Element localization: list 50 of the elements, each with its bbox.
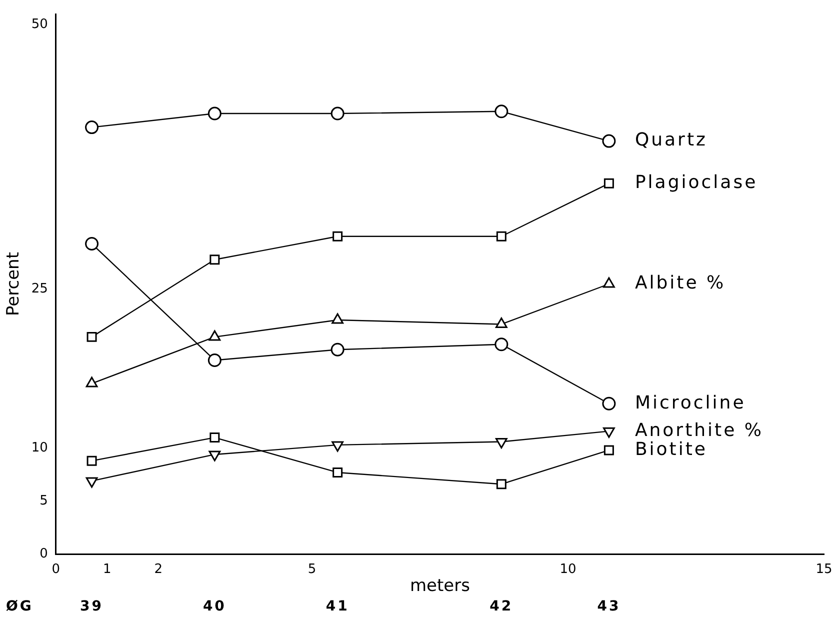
- x-tick-label: 2: [154, 562, 162, 578]
- text: ØG: [6, 598, 34, 615]
- y-tick-label: 50: [31, 16, 48, 32]
- point: [332, 231, 343, 242]
- point: [604, 445, 614, 456]
- series-label: Plagioclase: [634, 172, 758, 194]
- point: [495, 317, 508, 328]
- text: 40: [202, 598, 226, 615]
- series-label: Quartz: [634, 130, 708, 151]
- x-tick-label: 10: [560, 562, 576, 578]
- point: [496, 231, 506, 242]
- point: [208, 353, 222, 367]
- x-tick-label: 0: [52, 562, 60, 578]
- point: [602, 396, 616, 410]
- y-tick-label: 25: [31, 282, 48, 297]
- text: 39: [80, 598, 104, 615]
- point: [332, 467, 343, 478]
- point: [210, 432, 220, 443]
- point: [86, 376, 98, 388]
- series-label: Albite %: [634, 272, 726, 294]
- x-tick-label: 1: [103, 562, 112, 578]
- point: [602, 277, 615, 288]
- y-tick-label: 5: [40, 493, 48, 508]
- point: [496, 479, 506, 490]
- text: 42: [490, 598, 514, 615]
- point: [330, 342, 344, 356]
- x-axis-title: meters: [410, 576, 470, 596]
- point: [604, 178, 614, 188]
- x-tick-label: 15: [816, 562, 832, 578]
- y-tick-label: 10: [31, 440, 48, 456]
- point: [332, 313, 344, 324]
- text: 41: [326, 598, 350, 615]
- point: [86, 456, 97, 466]
- text: 43: [597, 598, 621, 615]
- point: [494, 104, 508, 118]
- y-axis-title: Percent: [4, 252, 24, 316]
- y-tick-label: 0: [40, 546, 48, 562]
- point: [85, 237, 99, 251]
- x-tick-label: 5: [308, 562, 316, 578]
- point: [208, 330, 221, 341]
- point: [208, 106, 222, 120]
- point: [85, 120, 99, 134]
- series-label: Biotite: [634, 438, 708, 460]
- point: [330, 106, 344, 120]
- series-label: Microcline: [634, 392, 746, 414]
- series-label: Anorthite %: [634, 420, 764, 441]
- point: [494, 338, 508, 352]
- point: [86, 332, 97, 342]
- point: [210, 254, 220, 265]
- point: [602, 134, 616, 148]
